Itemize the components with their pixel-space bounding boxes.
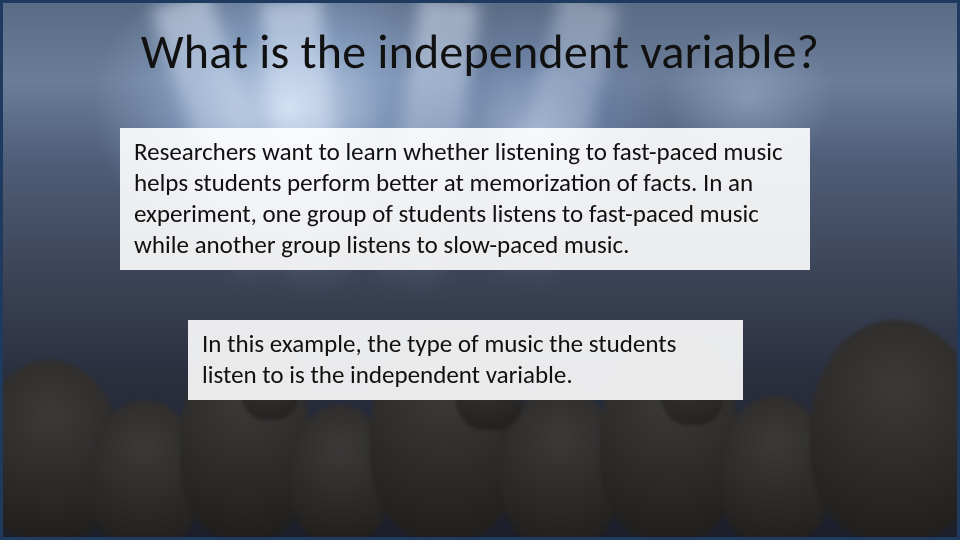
body-paragraph-2: In this example, the type of music the s… xyxy=(188,320,743,400)
slide-title: What is the independent variable? xyxy=(0,22,960,81)
body-paragraph-1: Researchers want to learn whether listen… xyxy=(120,128,810,270)
